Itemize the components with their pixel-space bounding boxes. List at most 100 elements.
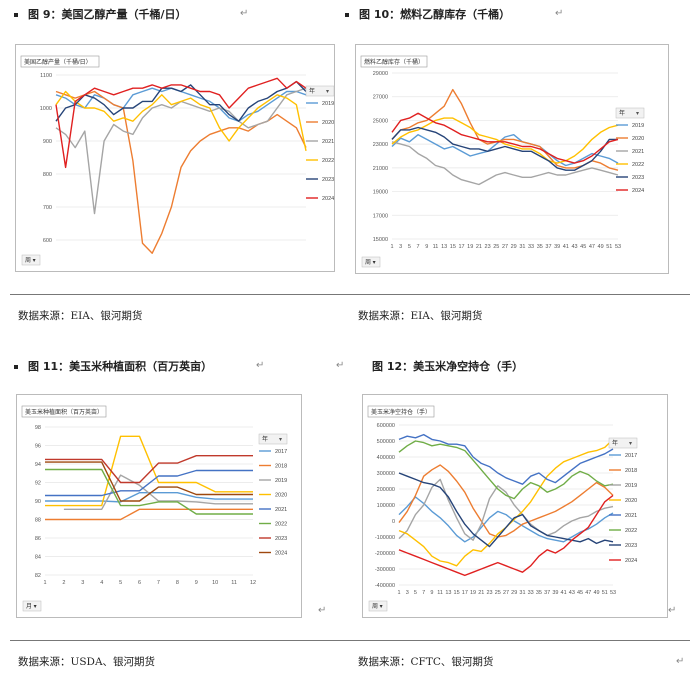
panel-title-3-text: 图 11：美玉米种植面积（百万英亩） <box>28 360 213 373</box>
legend-entry-2022: 2022 <box>632 162 644 168</box>
legend-entry-2017: 2017 <box>275 449 287 455</box>
return-mark-icon: ↵ <box>318 605 327 616</box>
filter-icon[interactable]: ▾ <box>629 441 632 447</box>
legend-filter-button[interactable] <box>615 107 645 119</box>
x-tick-label: 27 <box>502 244 508 250</box>
x-tick-label: 11 <box>433 244 439 250</box>
y-tick-label: -200000 <box>375 551 395 557</box>
series-line-2023 <box>398 472 614 548</box>
x-filter-label: 周 ▾ <box>365 259 376 266</box>
legend-entry-2020: 2020 <box>322 120 334 126</box>
legend-entry-2017: 2017 <box>625 453 637 459</box>
return-mark-icon: ↵ <box>555 8 564 19</box>
x-filter-button[interactable] <box>368 600 388 612</box>
x-tick-label: 1 <box>43 580 46 586</box>
x-tick-label: 51 <box>606 244 612 250</box>
y-tick-label: 88 <box>35 518 41 524</box>
x-tick-label: 31 <box>519 244 525 250</box>
x-tick-label: 17 <box>462 590 468 596</box>
series-line-2024 <box>55 77 307 169</box>
source-note-4: 数据来源：CFTC、银河期货 <box>358 656 494 668</box>
series-line-2022 <box>55 90 307 152</box>
x-filter-button[interactable] <box>21 254 41 266</box>
legend-entry-2021: 2021 <box>625 513 637 519</box>
legend-entry-2019: 2019 <box>625 483 637 489</box>
x-tick-label: 39 <box>552 590 558 596</box>
y-tick-label: 1000 <box>40 106 52 112</box>
legend-entry-2023: 2023 <box>275 536 287 542</box>
y-tick-label: 98 <box>35 425 41 431</box>
x-tick-label: 21 <box>478 590 484 596</box>
series-line-2018 <box>45 508 253 521</box>
x-tick-label: 4 <box>100 580 103 586</box>
chart-ethanol-stocks: 燃料乙醇库存（千桶） 15000 17000 19000 21000 23000 25000… <box>360 55 645 268</box>
x-tick-label: 47 <box>585 590 591 596</box>
x-tick-label: 23 <box>485 244 491 250</box>
x-filter-label: 周 ▾ <box>372 603 383 610</box>
panel-title-1-text: 图 9：美国乙醇产量（千桶/日） <box>28 8 187 21</box>
source-note-1: 数据来源：EIA、银河期货 <box>18 310 143 322</box>
bullet-icon <box>14 13 18 17</box>
y-tick-label: 29000 <box>373 71 388 77</box>
x-tick-label: 7 <box>417 244 420 250</box>
series-line-2023 <box>391 126 618 171</box>
y-tick-label: 90 <box>35 499 41 505</box>
legend-filter-button[interactable] <box>258 433 288 445</box>
x-tick-label: 5 <box>119 580 122 586</box>
x-filter-button[interactable] <box>361 256 381 268</box>
chart-frame-3: 美玉米种植面积（百万英亩） 82 84 86 88 90 92 94 96 98 1 2 3 4 5 6 7 8 9… <box>16 394 302 618</box>
source-note-3: 数据来源：USDA、银河期货 <box>18 656 156 668</box>
legend-entry-2023: 2023 <box>625 543 637 549</box>
y-tick-label: -100000 <box>375 535 395 541</box>
filter-icon[interactable]: ▾ <box>326 89 329 95</box>
y-tick-label: 25000 <box>373 118 388 124</box>
return-mark-icon: ↵ <box>668 605 677 616</box>
legend-entry-2022: 2022 <box>275 522 287 528</box>
y-tick-label: 0 <box>392 519 395 525</box>
y-tick-label: 800 <box>43 172 52 178</box>
panel-title-4-text: 图 12：美玉米净空持仓（手） <box>372 360 524 373</box>
chart-caption: 燃料乙醇库存（千桶） <box>364 58 424 66</box>
x-tick-label: 47 <box>589 244 595 250</box>
x-tick-label: 21 <box>476 244 482 250</box>
legend-entry-2018: 2018 <box>625 468 637 474</box>
filter-icon[interactable]: ▾ <box>279 437 282 443</box>
y-tick-label: 94 <box>35 462 41 468</box>
legend-entry-2024: 2024 <box>322 196 334 202</box>
x-tick-label: 35 <box>537 244 543 250</box>
y-tick-label: 300000 <box>377 471 395 477</box>
series-line-2019 <box>391 134 619 167</box>
chart-caption-box <box>20 55 100 68</box>
legend-entry-2020: 2020 <box>275 493 287 499</box>
series-line-2022 <box>398 440 614 500</box>
panel-title-2-text: 图 10：燃料乙醇库存（千桶） <box>359 8 511 21</box>
y-tick-label: 900 <box>43 139 52 145</box>
legend-entry-2022: 2022 <box>625 528 637 534</box>
x-tick-label: 33 <box>528 590 534 596</box>
legend-entry-2019: 2019 <box>322 101 334 107</box>
filter-icon[interactable]: ▾ <box>636 111 639 117</box>
chart-caption-box <box>360 55 428 68</box>
x-tick-label: 27 <box>503 590 509 596</box>
x-tick-label: 49 <box>593 590 599 596</box>
x-tick-label: 31 <box>519 590 525 596</box>
series-line-2022 <box>391 117 619 164</box>
legend-entry-2019: 2019 <box>275 478 287 484</box>
x-tick-label: 45 <box>577 590 583 596</box>
x-tick-label: 49 <box>598 244 604 250</box>
y-tick-label: 92 <box>35 481 41 487</box>
x-tick-label: 3 <box>399 244 402 250</box>
divider-line <box>10 294 690 295</box>
x-tick-label: 19 <box>467 244 473 250</box>
chart-ethanol-production: 美国乙醇产量（千桶/日）5006007008009001000110013579… <box>20 55 335 284</box>
x-tick-label: 3 <box>81 580 84 586</box>
legend-filter-button[interactable] <box>608 437 638 449</box>
return-mark-icon: ↵ <box>256 360 265 371</box>
series-line-2022 <box>45 468 253 515</box>
x-tick-label: 37 <box>545 244 551 250</box>
x-tick-label: 39 <box>554 244 560 250</box>
y-tick-label: 82 <box>35 573 41 579</box>
series-line-2019 <box>63 474 253 510</box>
x-filter-button[interactable] <box>22 600 42 612</box>
y-tick-label: -400000 <box>375 583 395 589</box>
